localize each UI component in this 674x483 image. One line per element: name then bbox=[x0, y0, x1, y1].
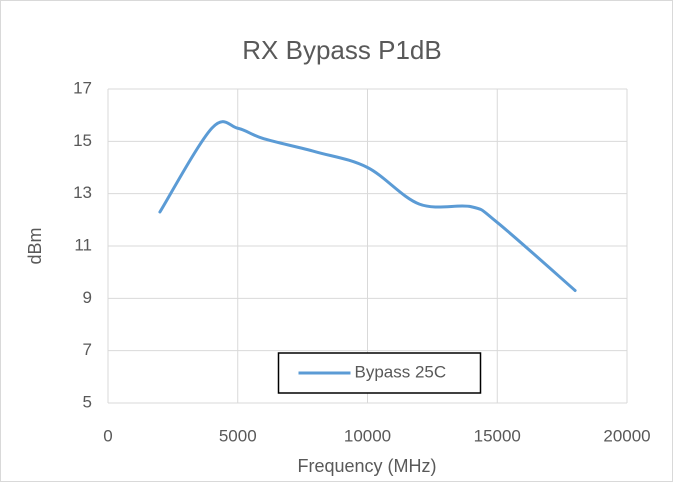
x-tick-label: 20000 bbox=[603, 426, 650, 445]
legend-label: Bypass 25C bbox=[355, 362, 447, 381]
y-tick-label: 15 bbox=[73, 131, 92, 150]
legend: Bypass 25C bbox=[277, 352, 482, 394]
y-tick-label: 9 bbox=[83, 288, 92, 307]
y-tick-label: 13 bbox=[73, 183, 92, 202]
line-series bbox=[158, 120, 577, 292]
y-tick-label: 7 bbox=[83, 340, 92, 359]
chart-title: RX Bypass P1dB bbox=[242, 35, 441, 65]
x-tick-label: 15000 bbox=[474, 426, 521, 445]
x-tick-label: 10000 bbox=[344, 426, 391, 445]
y-tick-label: 5 bbox=[83, 392, 92, 411]
x-axis-label: Frequency (MHz) bbox=[297, 456, 436, 476]
y-axis-label: dBm bbox=[25, 227, 45, 264]
y-tick-label: 11 bbox=[74, 235, 92, 254]
x-tick-label: 0 bbox=[103, 426, 112, 445]
y-tick-label: 17 bbox=[73, 78, 92, 97]
x-tick-label: 5000 bbox=[219, 426, 257, 445]
